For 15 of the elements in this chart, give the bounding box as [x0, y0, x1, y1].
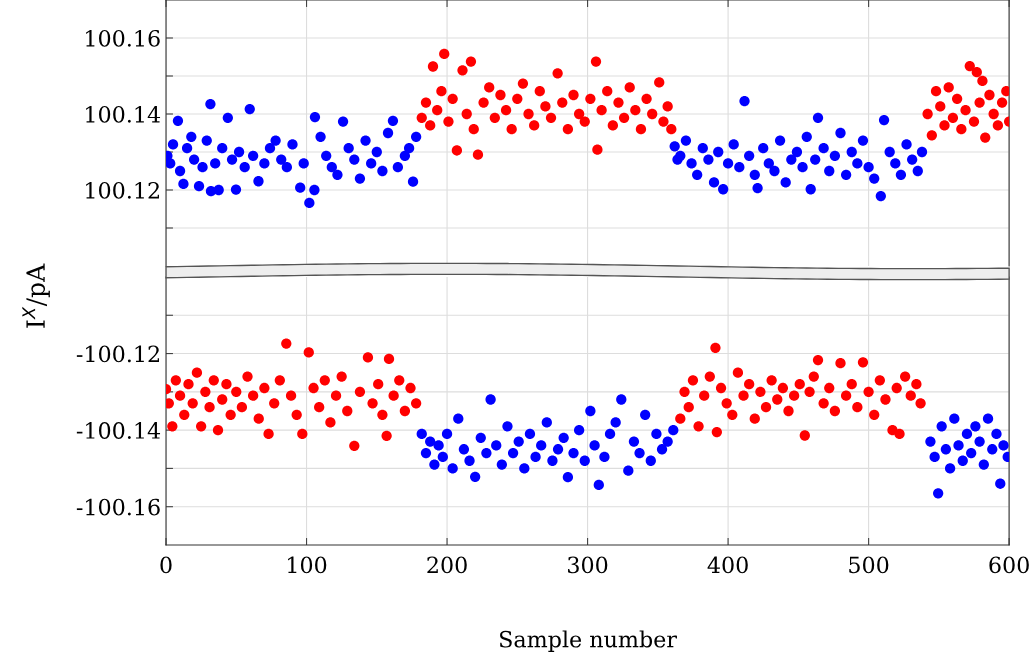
- x-tick-label: 0: [160, 556, 172, 574]
- x-axis-title: Sample number: [500, 630, 677, 652]
- x-tick-label: 600: [989, 556, 1029, 574]
- x-tick-label: 100: [288, 556, 327, 574]
- x-tick-label: 500: [849, 556, 889, 574]
- x-tick-label: 400: [707, 556, 748, 574]
- y-tick-label: 100.14: [86, 105, 161, 123]
- y-tick-label: -100.16: [76, 498, 160, 516]
- y-tick-label: -100.12: [76, 345, 159, 363]
- x-tick-label: 300: [568, 556, 608, 574]
- x-tick-label: 200: [427, 556, 467, 574]
- y-axis-title: I$^{X}$/pA: [22, 263, 50, 328]
- y-tick-label: 100.12: [86, 181, 159, 199]
- y-tick-label: 100.16: [86, 29, 160, 47]
- y-tick-label: -100.14: [76, 422, 161, 439]
